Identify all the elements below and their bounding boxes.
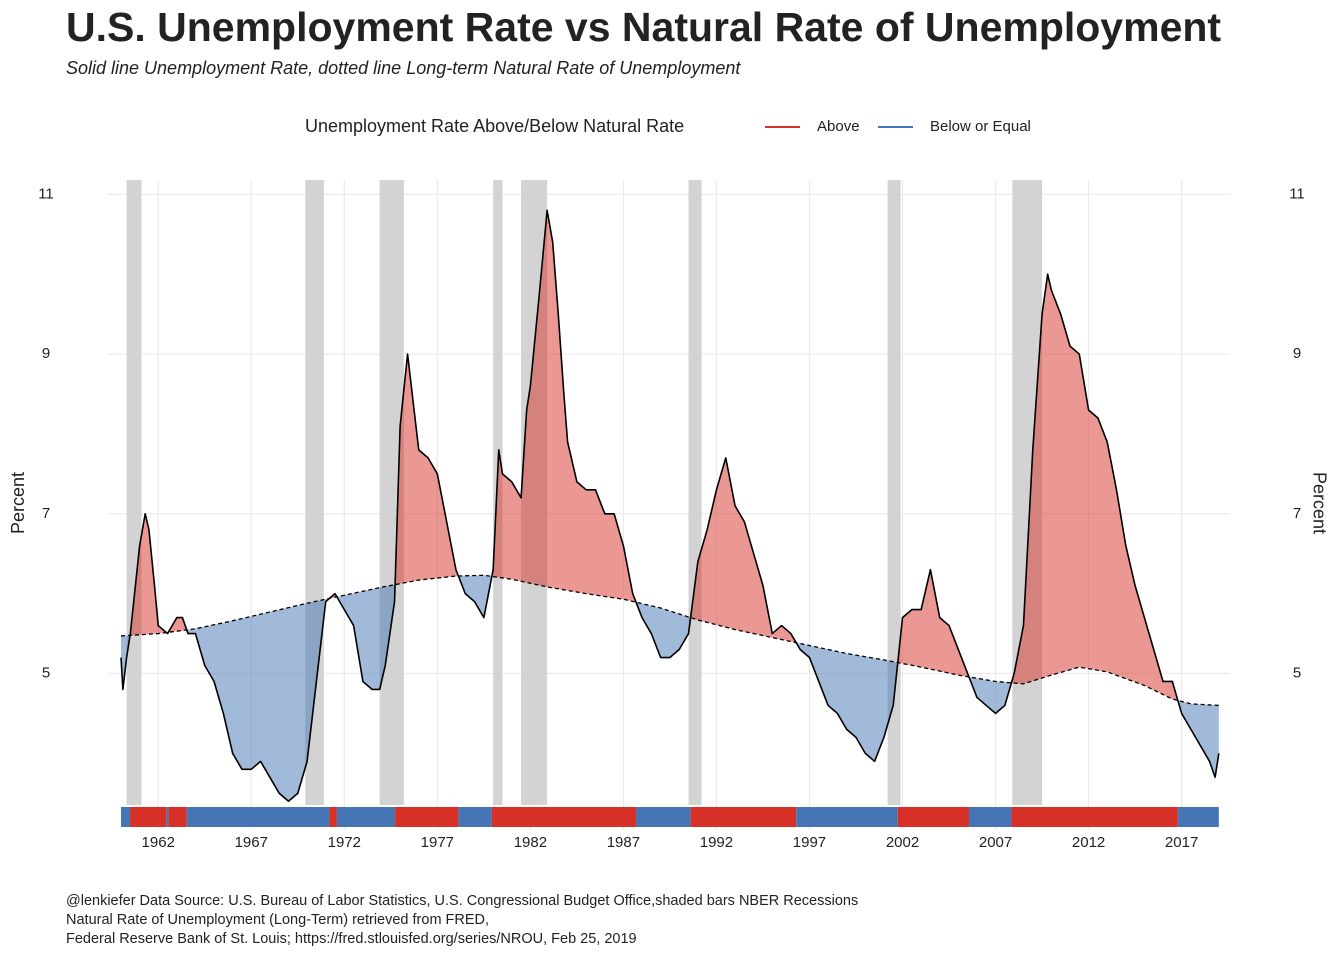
gap-fill (168, 617, 187, 633)
gap-fill (395, 354, 459, 585)
gap-fill (458, 575, 492, 618)
gap-fill (897, 569, 969, 677)
y2-tick-label: 11 (1289, 185, 1305, 202)
x-tick-label: 2017 (1165, 834, 1198, 851)
legend-title: Unemployment Rate Above/Below Natural Ra… (305, 116, 684, 136)
caption: @lenkiefer Data Source: U.S. Bureau of L… (66, 893, 858, 909)
x-tick-label: 2007 (979, 834, 1012, 851)
recession-bar (887, 180, 901, 805)
status-strip (968, 807, 1012, 827)
gap-fill (968, 676, 1012, 714)
y-axis-label: Percent (8, 472, 28, 534)
y-tick-label: 7 (42, 505, 50, 522)
status-strip (168, 807, 187, 827)
gap-fill (336, 584, 396, 690)
caption: Natural Rate of Unemployment (Long-Term)… (66, 912, 489, 928)
status-strip (130, 807, 167, 827)
x-tick-label: 1962 (142, 834, 175, 851)
y-tick-label: 5 (42, 664, 50, 681)
y-tick-label: 11 (38, 185, 54, 202)
x-tick-label: 1997 (793, 834, 826, 851)
x-tick-label: 1967 (235, 834, 268, 851)
gap-fill (1011, 274, 1178, 701)
gap-fill (491, 210, 637, 603)
status-strip (395, 807, 459, 827)
y-tick-label: 9 (42, 345, 50, 362)
x-tick-label: 1982 (514, 834, 547, 851)
gap-fill (690, 457, 797, 643)
y2-tick-label: 5 (1293, 664, 1301, 681)
recession-bar (688, 180, 702, 805)
caption: Federal Reserve Bank of St. Louis; https… (66, 931, 637, 947)
chart-subtitle: Solid line Unemployment Rate, dotted lin… (66, 58, 741, 78)
chart-title: U.S. Unemployment Rate vs Natural Rate o… (66, 4, 1221, 50)
x-tick-label: 1992 (700, 834, 733, 851)
status-strip (636, 807, 691, 827)
gap-fill (130, 513, 167, 636)
status-strip (458, 807, 492, 827)
legend-label: Above (817, 118, 860, 135)
status-strip (1011, 807, 1178, 827)
x-tick-label: 2012 (1072, 834, 1105, 851)
status-strip (121, 807, 131, 827)
x-tick-label: 1972 (328, 834, 361, 851)
x-tick-label: 2002 (886, 834, 919, 851)
status-strip (796, 807, 898, 827)
x-tick-label: 1987 (607, 834, 640, 851)
y2-tick-label: 9 (1293, 345, 1301, 362)
status-strip (186, 807, 330, 827)
status-strip (690, 807, 797, 827)
status-strip (1177, 807, 1219, 827)
gap-fill (186, 598, 330, 802)
gap-fill (1177, 700, 1219, 778)
natural-rate-line (120, 574, 1219, 707)
y2-axis-label: Percent (1309, 472, 1329, 534)
status-strip (491, 807, 637, 827)
status-strip (897, 807, 969, 827)
x-tick-label: 1977 (421, 834, 454, 851)
unemployment-line (120, 209, 1220, 803)
legend-label: Below or Equal (930, 118, 1031, 135)
recession-bar (126, 180, 142, 805)
gap-fill (636, 602, 691, 658)
status-strip (166, 807, 169, 827)
status-strip (329, 807, 337, 827)
status-strip (336, 807, 396, 827)
gap-fill (796, 642, 898, 762)
y2-tick-label: 7 (1293, 505, 1301, 522)
